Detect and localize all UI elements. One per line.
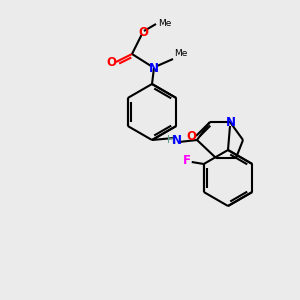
Text: O: O [138,26,148,40]
Text: F: F [183,154,191,167]
Text: O: O [186,130,196,143]
Text: H: H [167,135,175,145]
Text: N: N [226,116,236,130]
Text: Me: Me [174,49,188,58]
Text: N: N [149,61,159,74]
Text: N: N [172,134,182,148]
Text: O: O [106,56,116,70]
Text: Me: Me [158,20,171,28]
